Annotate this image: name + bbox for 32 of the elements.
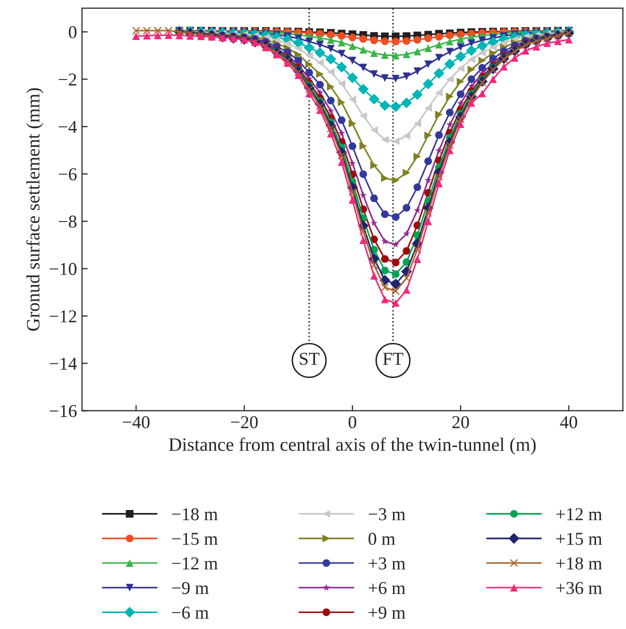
x-tick-label: 20 (452, 416, 469, 428)
x-tick-label: −40 (122, 416, 150, 428)
ref-line-label: FT (382, 352, 404, 365)
y-tick-label: −10 (50, 262, 76, 276)
x-tick-label: −20 (231, 416, 258, 428)
legend-label: −9 m (172, 582, 209, 594)
legend-label: 0 m (368, 532, 396, 545)
legend-label: −6 m (172, 606, 209, 619)
legend-label: +9 m (368, 606, 406, 619)
legend-label: −3 m (368, 508, 406, 520)
y-tick-label: −4 (58, 120, 77, 133)
legend-label: +6 m (368, 582, 406, 594)
legend-label: −18 m (172, 508, 218, 520)
x-tick-label: 0 (348, 416, 356, 428)
y-tick-label: −16 (50, 405, 77, 418)
legend-label: −15 m (172, 532, 218, 545)
legend-label: +12 m (556, 508, 602, 520)
ref-line-label: ST (300, 352, 320, 365)
x-tick-label: 40 (560, 416, 578, 428)
legend-label: +18 m (556, 557, 602, 570)
x-axis-title: Distance from central axis of the twin-tunnel (m) (168, 438, 536, 455)
legend-label: +15 m (556, 532, 602, 545)
y-tick-label: −14 (50, 358, 77, 370)
legend-label: +36 m (556, 582, 602, 594)
y-axis-title: Gronud surface settlement (mm) (26, 88, 44, 331)
y-tick-label: 0 (68, 26, 76, 38)
legend-label: +3 m (368, 557, 406, 570)
y-tick-label: −12 (50, 310, 76, 322)
legend-label: −12 m (172, 557, 218, 570)
y-tick-label: −8 (58, 216, 76, 228)
y-tick-label: −6 (58, 168, 77, 180)
y-tick-label: −2 (58, 74, 76, 86)
